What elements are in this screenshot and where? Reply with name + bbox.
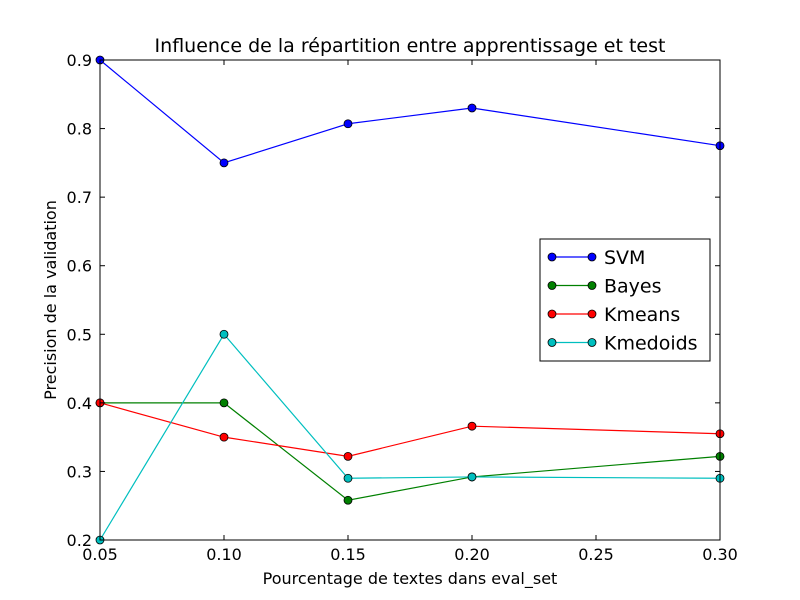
legend-label: Bayes (604, 276, 662, 298)
x-tick-label: 0.15 (330, 545, 366, 564)
x-axis-label: Pourcentage de textes dans eval_set (263, 569, 558, 589)
y-tick-label: 0.3 (67, 462, 92, 481)
y-axis-label: Precision de la validation (41, 200, 60, 400)
x-tick-label: 0.10 (206, 545, 242, 564)
legend: SVM Bayes Kmeans Kmedoids (539, 238, 711, 362)
chart-title: Influence de la répartition entre appren… (155, 35, 666, 57)
legend-marker (547, 252, 557, 262)
x-tick-label: 0.20 (454, 545, 490, 564)
series-line-bayes (100, 402, 721, 501)
legend-item-kmeans: Kmeans (547, 304, 680, 326)
y-tick-label: 0.6 (67, 257, 92, 276)
series-line-svm (99, 59, 721, 164)
series-kmedoids (95, 329, 725, 545)
series-svm (95, 55, 725, 168)
data-point-bayes (219, 398, 229, 408)
legend-marker (587, 338, 597, 347)
plot-frame (99, 59, 721, 541)
legend-label: SVM (604, 247, 645, 269)
legend-item-bayes: Bayes (547, 276, 662, 298)
legend-marker (587, 309, 597, 319)
x-tick-label: 0.05 (82, 545, 118, 564)
series-line-kmeans (99, 402, 721, 457)
y-tick-label: 0.4 (67, 394, 92, 413)
legend-marker (587, 281, 597, 290)
y-tick-label: 0.8 (67, 120, 92, 139)
legend-item-kmedoids: Kmedoids (547, 333, 698, 355)
series-bayes (95, 398, 725, 505)
data-point-kmedoids (343, 473, 353, 483)
data-point-kmeans (467, 421, 477, 431)
y-tick-label: 0.9 (67, 51, 92, 70)
y-tick-label: 0.7 (67, 188, 92, 207)
data-point-svm (219, 158, 229, 168)
y-tick-label: 0.5 (67, 325, 92, 344)
legend-item-svm: SVM (547, 247, 645, 269)
legend-marker (547, 281, 557, 290)
data-point-bayes (343, 495, 353, 505)
legend-marker (547, 338, 557, 347)
data-point-kmeans (219, 432, 229, 442)
legend-label: Kmeans (604, 304, 680, 326)
x-tick-label: 0.25 (578, 545, 614, 564)
legend-marker (547, 309, 557, 319)
legend-label: Kmedoids (604, 333, 698, 355)
legend-box (539, 238, 711, 362)
legend-marker (587, 252, 597, 262)
y-tick-label: 0.2 (67, 531, 92, 550)
data-point-svm (467, 103, 477, 113)
data-point-kmedoids (467, 472, 477, 482)
data-point-kmeans (343, 451, 353, 461)
series-line-kmedoids (99, 333, 721, 541)
data-point-svm (343, 119, 353, 129)
data-point-kmedoids (219, 329, 229, 339)
x-tick-label: 0.30 (702, 545, 738, 564)
series-kmeans (95, 398, 725, 461)
